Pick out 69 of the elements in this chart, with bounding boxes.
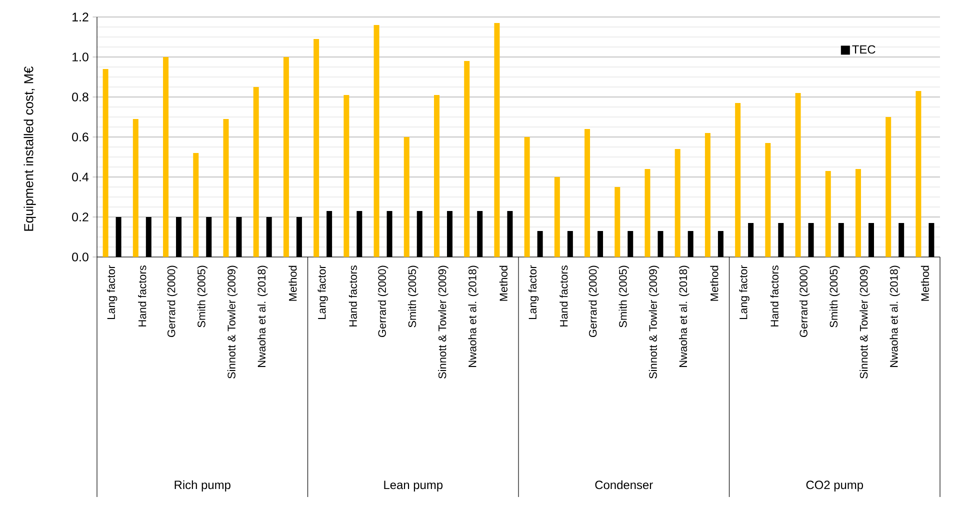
x-tick-label: Method xyxy=(920,266,929,301)
bar xyxy=(404,137,410,257)
y-tick-label: 1.0 xyxy=(72,52,88,62)
legend-label: TEC xyxy=(852,45,876,54)
x-tick-label: Hand factors xyxy=(560,266,568,326)
x-tick-label: Sinnott & Towler (2009) xyxy=(860,266,870,379)
x-tick-label: Sinnott & Towler (2009) xyxy=(648,266,660,379)
x-tick-label: Smith (2005) xyxy=(618,266,629,328)
bar xyxy=(674,149,680,257)
bar xyxy=(614,187,620,257)
bar xyxy=(132,119,138,257)
bar xyxy=(855,169,861,257)
text: Lean pump xyxy=(384,480,443,492)
y-axis-title: Equipment installed cost, M€ xyxy=(24,66,36,231)
y-tick-label: 0.2 xyxy=(72,212,88,222)
x-tick-label: Nwaoha et al. (2018) xyxy=(890,266,900,367)
x-tick-label: Gerrard (2000) xyxy=(588,266,599,338)
x-tick-label: Method xyxy=(499,266,508,301)
x-tick-label: Smith (2005) xyxy=(830,266,840,328)
x-tick-label: Lang factor xyxy=(318,265,328,320)
x-tick-label: Method xyxy=(288,266,297,301)
x-tick-label: Gerrard (2000) xyxy=(378,266,388,338)
bar xyxy=(374,24,380,257)
bar xyxy=(704,133,710,257)
bar xyxy=(283,57,289,257)
x-tick-label: Smith (2005) xyxy=(408,266,418,328)
bar xyxy=(434,95,440,257)
bar xyxy=(314,39,320,257)
text: Rich pump xyxy=(174,480,230,492)
x-tick-label: Sinnott & Towler (2009) xyxy=(227,266,238,379)
bar xyxy=(102,69,108,257)
bar xyxy=(524,137,530,257)
x-tick-label: Hand factors xyxy=(770,266,778,326)
bar xyxy=(916,91,922,257)
y-tick-label: 1.2 xyxy=(72,12,88,22)
bar xyxy=(765,143,771,257)
bar xyxy=(886,117,892,257)
bar xyxy=(554,177,560,257)
y-tick-label: 0.6 xyxy=(72,132,88,142)
y-tick-label: 0.8 xyxy=(72,92,88,102)
x-tick-label: Nwaoha et al. (2018) xyxy=(468,266,478,367)
bar xyxy=(584,129,590,257)
text: CO2 pump xyxy=(806,480,864,492)
x-tick-label: Gerrard (2000) xyxy=(799,266,810,338)
y-tick-label: 0.4 xyxy=(72,172,89,182)
x-tick-label: Gerrard (2000) xyxy=(167,266,178,338)
y-tick-label: 0.0 xyxy=(72,252,88,262)
x-tick-label: Nwaoha et al. (2018) xyxy=(678,266,690,367)
text: Condenser xyxy=(595,480,653,490)
bar xyxy=(223,119,229,257)
x-tick-label: Lang factor xyxy=(739,265,750,320)
bar xyxy=(494,22,500,257)
x-tick-label: Method xyxy=(710,266,718,301)
bar xyxy=(825,171,831,257)
bar xyxy=(163,57,169,257)
x-tick-label: Smith (2005) xyxy=(197,266,208,328)
x-tick-label: Nwaoha et al. (2018) xyxy=(257,266,268,367)
bar xyxy=(344,95,350,257)
x-tick-label: Sinnott & Towler (2009) xyxy=(438,266,448,379)
x-tick-label: Lang factor xyxy=(528,265,539,320)
bar xyxy=(464,61,470,257)
bar xyxy=(644,169,650,257)
bar xyxy=(735,103,741,257)
x-tick-label: Hand factors xyxy=(138,266,146,326)
bar xyxy=(795,93,801,257)
bar xyxy=(193,153,199,257)
bar xyxy=(253,87,259,257)
x-tick-label: Hand factors xyxy=(348,266,357,326)
x-tick-label: Lang factor xyxy=(106,265,118,320)
